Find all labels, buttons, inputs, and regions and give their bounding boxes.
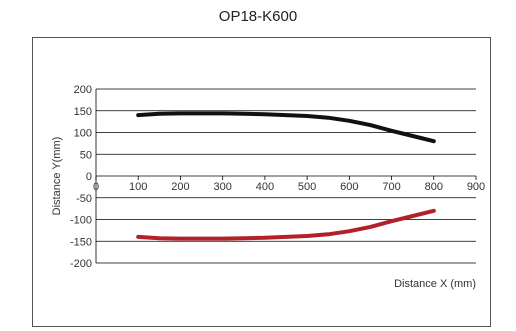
x-tick-label: 300 xyxy=(213,181,231,193)
y-tick-label: -50 xyxy=(76,193,92,205)
chart-frame xyxy=(32,37,491,327)
x-axis-title: Distance X (mm) xyxy=(394,278,476,290)
y-tick-label: -200 xyxy=(70,258,92,270)
x-tick-label: 400 xyxy=(256,181,274,193)
y-tick-label: 50 xyxy=(80,149,92,161)
chart-title: OP18-K600 xyxy=(218,8,298,25)
x-tick-label: 600 xyxy=(340,181,358,193)
series-line-1 xyxy=(136,111,436,144)
x-tick-label: 800 xyxy=(425,181,443,193)
y-tick-label: 150 xyxy=(74,106,92,118)
y-tick-label: -150 xyxy=(70,236,92,248)
x-tick-label: 200 xyxy=(171,181,189,193)
x-tick-label: 500 xyxy=(298,181,316,193)
y-tick-label: -100 xyxy=(70,215,92,227)
y-tick-label: 200 xyxy=(74,84,92,96)
series-line-2 xyxy=(136,208,436,241)
x-tick-label: 900 xyxy=(467,181,485,193)
y-tick-label: 0 xyxy=(86,171,92,183)
y-axis-title: Distance Y(mm) xyxy=(51,137,63,216)
y-tick-label: 100 xyxy=(74,128,92,140)
x-tick-label: 0 xyxy=(93,181,99,193)
x-tick-label: 100 xyxy=(129,181,147,193)
x-tick-label: 700 xyxy=(382,181,400,193)
